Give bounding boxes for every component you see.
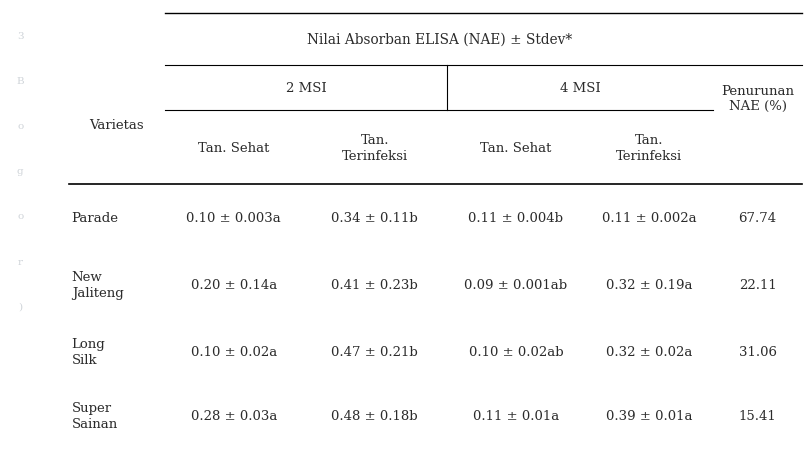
Text: 0.11 ± 0.002a: 0.11 ± 0.002a bbox=[601, 212, 696, 225]
Text: 0.11 ± 0.004b: 0.11 ± 0.004b bbox=[468, 212, 563, 225]
Text: 3: 3 bbox=[17, 32, 23, 41]
Text: 31.06: 31.06 bbox=[738, 345, 777, 358]
Text: 4 MSI: 4 MSI bbox=[560, 82, 600, 94]
Text: 0.48 ± 0.18b: 0.48 ± 0.18b bbox=[331, 410, 418, 423]
Text: B: B bbox=[16, 77, 24, 86]
Text: 67.74: 67.74 bbox=[738, 212, 777, 225]
Text: Varietas: Varietas bbox=[89, 119, 144, 132]
Text: Nilai Absorban ELISA (NAE) ± Stdev*: Nilai Absorban ELISA (NAE) ± Stdev* bbox=[306, 32, 572, 46]
Text: Long
Silk: Long Silk bbox=[72, 337, 106, 366]
Text: 22.11: 22.11 bbox=[739, 279, 776, 291]
Text: 15.41: 15.41 bbox=[739, 410, 776, 423]
Text: 0.41 ± 0.23b: 0.41 ± 0.23b bbox=[331, 279, 418, 291]
Text: g: g bbox=[17, 167, 23, 176]
Text: 0.28 ± 0.03a: 0.28 ± 0.03a bbox=[190, 410, 277, 423]
Text: Penurunan
NAE (%): Penurunan NAE (%) bbox=[721, 85, 794, 113]
Text: Parade: Parade bbox=[72, 212, 118, 225]
Text: New
Jaliteng: New Jaliteng bbox=[72, 271, 123, 299]
Text: 0.10 ± 0.02a: 0.10 ± 0.02a bbox=[190, 345, 277, 358]
Text: Tan.
Terinfeksi: Tan. Terinfeksi bbox=[342, 133, 408, 162]
Text: 0.10 ± 0.003a: 0.10 ± 0.003a bbox=[186, 212, 281, 225]
Text: Super
Sainan: Super Sainan bbox=[72, 401, 118, 431]
Text: r: r bbox=[18, 257, 23, 266]
Text: 0.11 ± 0.01a: 0.11 ± 0.01a bbox=[472, 410, 559, 423]
Text: 0.20 ± 0.14a: 0.20 ± 0.14a bbox=[190, 279, 277, 291]
Text: Tan. Sehat: Tan. Sehat bbox=[198, 141, 269, 154]
Text: o: o bbox=[17, 122, 23, 131]
Text: 0.39 ± 0.01a: 0.39 ± 0.01a bbox=[605, 410, 692, 423]
Text: 0.47 ± 0.21b: 0.47 ± 0.21b bbox=[331, 345, 418, 358]
Text: 0.32 ± 0.19a: 0.32 ± 0.19a bbox=[605, 279, 692, 291]
Text: 2 MSI: 2 MSI bbox=[286, 82, 326, 94]
Text: Tan.
Terinfeksi: Tan. Terinfeksi bbox=[616, 133, 682, 162]
Text: 0.32 ± 0.02a: 0.32 ± 0.02a bbox=[605, 345, 692, 358]
Text: o: o bbox=[17, 212, 23, 221]
Text: 0.09 ± 0.001ab: 0.09 ± 0.001ab bbox=[464, 279, 567, 291]
Text: 0.34 ± 0.11b: 0.34 ± 0.11b bbox=[331, 212, 418, 225]
Text: Tan. Sehat: Tan. Sehat bbox=[480, 141, 551, 154]
Text: ): ) bbox=[18, 302, 23, 311]
Text: 0.10 ± 0.02ab: 0.10 ± 0.02ab bbox=[468, 345, 563, 358]
